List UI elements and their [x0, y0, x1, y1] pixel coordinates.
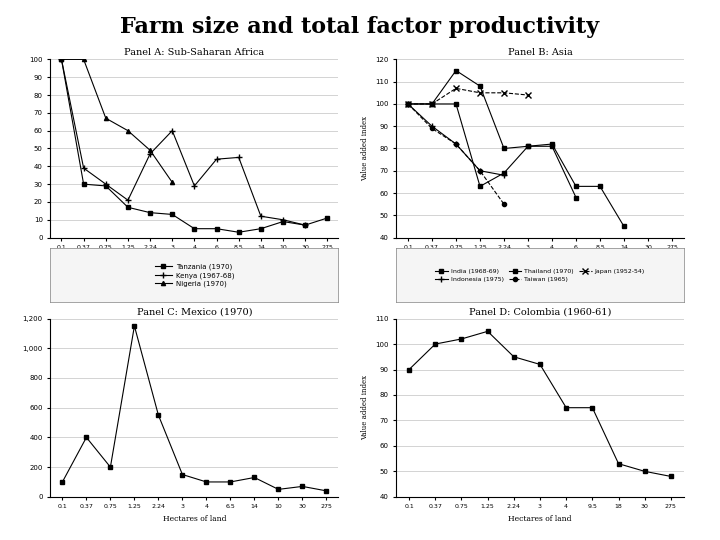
Taiwan (1965) — [451, 141, 460, 147]
India (1968-69) — [548, 143, 557, 150]
Line: Taiwan (1965): Taiwan (1965) — [406, 102, 506, 206]
India (1968-69) — [523, 143, 532, 150]
Thailand (1970) — [500, 145, 508, 152]
Tanzania (1970) — [256, 225, 265, 232]
India (1968-69) — [428, 100, 436, 107]
Line: Thailand (1970): Thailand (1970) — [406, 69, 626, 228]
Thailand (1970) — [428, 100, 436, 107]
Kenya (1967-68) — [235, 154, 243, 160]
Thailand (1970) — [451, 68, 460, 74]
Nigeria (1970) — [124, 127, 132, 134]
Indonesia (1975) — [404, 100, 413, 107]
Kenya (1967-68) — [124, 197, 132, 204]
X-axis label: Hectares of land: Hectares of land — [508, 256, 572, 264]
Indonesia (1975) — [500, 172, 508, 178]
Taiwan (1965) — [428, 125, 436, 132]
Taiwan (1965) — [476, 167, 485, 174]
Tanzania (1970) — [102, 183, 110, 189]
Title: Panel A: Sub-Saharan Africa: Panel A: Sub-Saharan Africa — [125, 48, 264, 57]
Thailand (1970) — [572, 183, 580, 190]
Text: Farm size and total factor productivity: Farm size and total factor productivity — [120, 16, 600, 38]
Legend: India (1968-69), Indonesia (1975), Thailand (1970), Taiwan (1965), Japan (1952-5: India (1968-69), Indonesia (1975), Thail… — [433, 267, 647, 284]
Kenya (1967-68) — [212, 156, 221, 163]
Line: Kenya (1967-68): Kenya (1967-68) — [58, 56, 309, 228]
Japan (1952-54) — [428, 100, 436, 107]
Nigeria (1970) — [102, 115, 110, 122]
India (1968-69) — [476, 183, 485, 190]
Thailand (1970) — [595, 183, 604, 190]
Tanzania (1970) — [79, 181, 88, 187]
Japan (1952-54) — [404, 100, 413, 107]
Tanzania (1970) — [323, 215, 332, 221]
Kenya (1967-68) — [190, 183, 199, 189]
Thailand (1970) — [476, 83, 485, 89]
Tanzania (1970) — [301, 222, 310, 228]
India (1968-69) — [500, 170, 508, 176]
Nigeria (1970) — [57, 56, 66, 63]
Title: Panel B: Asia: Panel B: Asia — [508, 48, 572, 57]
India (1968-69) — [451, 100, 460, 107]
Nigeria (1970) — [145, 147, 154, 153]
Line: India (1968-69): India (1968-69) — [406, 102, 578, 200]
Kenya (1967-68) — [145, 151, 154, 157]
Y-axis label: Value added index: Value added index — [361, 375, 369, 440]
Y-axis label: Value added index: Value added index — [361, 116, 369, 181]
Tanzania (1970) — [190, 225, 199, 232]
Tanzania (1970) — [168, 211, 176, 218]
India (1968-69) — [404, 100, 413, 107]
X-axis label: Hectares of land: Hectares of land — [163, 256, 226, 264]
Kenya (1967-68) — [168, 127, 176, 134]
Line: Indonesia (1975): Indonesia (1975) — [405, 100, 508, 179]
Taiwan (1965) — [404, 100, 413, 107]
Thailand (1970) — [523, 143, 532, 150]
Japan (1952-54) — [451, 85, 460, 92]
Indonesia (1975) — [451, 141, 460, 147]
X-axis label: Hectares of land: Hectares of land — [508, 515, 572, 523]
Thailand (1970) — [620, 223, 629, 230]
Legend: Tanzania (1970), Kenya (1967-68), Nigeria (1970): Tanzania (1970), Kenya (1967-68), Nigeri… — [153, 261, 236, 289]
Thailand (1970) — [404, 100, 413, 107]
Line: Nigeria (1970): Nigeria (1970) — [59, 57, 174, 185]
X-axis label: Hectares of land: Hectares of land — [163, 515, 226, 523]
Indonesia (1975) — [476, 167, 485, 174]
Kenya (1967-68) — [256, 213, 265, 219]
Taiwan (1965) — [500, 201, 508, 207]
Kenya (1967-68) — [57, 56, 66, 63]
Kenya (1967-68) — [79, 165, 88, 171]
Title: Panel D: Colombia (1960-61): Panel D: Colombia (1960-61) — [469, 307, 611, 316]
Line: Japan (1952-54): Japan (1952-54) — [405, 85, 531, 107]
Thailand (1970) — [548, 141, 557, 147]
Nigeria (1970) — [168, 179, 176, 186]
Japan (1952-54) — [476, 90, 485, 96]
Kenya (1967-68) — [102, 181, 110, 187]
Kenya (1967-68) — [279, 217, 287, 223]
Tanzania (1970) — [279, 218, 287, 225]
Tanzania (1970) — [212, 225, 221, 232]
India (1968-69) — [572, 194, 580, 201]
Japan (1952-54) — [523, 92, 532, 98]
Nigeria (1970) — [79, 56, 88, 63]
Kenya (1967-68) — [301, 222, 310, 228]
Title: Panel C: Mexico (1970): Panel C: Mexico (1970) — [137, 307, 252, 316]
Tanzania (1970) — [235, 229, 243, 235]
Indonesia (1975) — [428, 123, 436, 130]
Japan (1952-54) — [500, 90, 508, 96]
Line: Tanzania (1970): Tanzania (1970) — [59, 57, 330, 234]
Tanzania (1970) — [124, 204, 132, 211]
Tanzania (1970) — [145, 210, 154, 216]
Tanzania (1970) — [57, 56, 66, 63]
